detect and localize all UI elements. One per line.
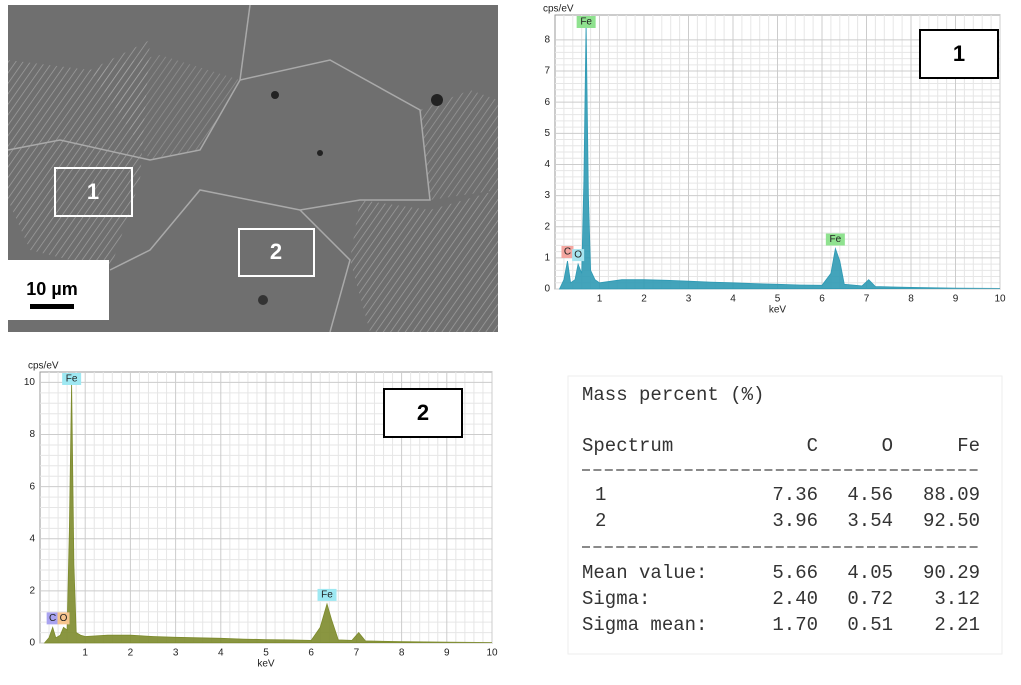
y-tick-label: 7 [544, 66, 550, 77]
peak-label: O [60, 613, 68, 624]
y-tick-label: 4 [544, 159, 550, 170]
table-cell: C [807, 435, 818, 457]
peak-label: Fe [830, 234, 842, 245]
peak-label: C [564, 247, 571, 258]
table-cell: 1 [595, 484, 606, 506]
x-tick-label: 5 [775, 294, 781, 305]
x-tick-label: 6 [819, 294, 825, 305]
table-cell: 92.50 [923, 510, 980, 532]
table-cell: Spectrum [582, 435, 673, 457]
y-tick-label: 0 [29, 638, 35, 649]
x-tick-label: 3 [686, 294, 692, 305]
table-cell: 3.54 [847, 510, 893, 532]
table-cell: 2.40 [772, 588, 818, 610]
y-tick-label: 0 [544, 284, 550, 295]
y-tick-label: 2 [29, 586, 35, 597]
x-tick-label: 9 [953, 294, 959, 305]
x-tick-label: 7 [864, 294, 870, 305]
x-tick-label: 2 [128, 648, 134, 659]
table-cell: 4.05 [847, 562, 893, 584]
table-cell: 5.66 [772, 562, 818, 584]
panel-label: 2 [417, 400, 429, 425]
y-tick-label: 8 [544, 35, 550, 46]
y-axis-label: cps/eV [543, 4, 574, 15]
x-tick-label: 5 [263, 648, 269, 659]
table-cell: 1.70 [772, 614, 818, 636]
table-title: Mass percent (%) [582, 384, 764, 406]
y-tick-label: 6 [29, 481, 35, 492]
x-tick-label: 1 [82, 648, 88, 659]
x-tick-label: 2 [641, 294, 647, 305]
x-tick-label: 10 [486, 648, 498, 659]
x-tick-label: 4 [730, 294, 736, 305]
x-axis-label: keV [257, 659, 275, 670]
table-cell: 0.72 [847, 588, 893, 610]
x-tick-label: 1 [597, 294, 603, 305]
table-cell: 2 [595, 510, 606, 532]
x-tick-label: 8 [399, 648, 405, 659]
table-cell: 4.56 [847, 484, 893, 506]
x-axis-label: keV [769, 305, 787, 316]
region-label: 1 [87, 179, 99, 204]
peak-label: O [574, 250, 582, 261]
peak-label: Fe [66, 374, 78, 385]
table-cell: Mean value: [582, 562, 707, 584]
y-tick-label: 2 [544, 221, 550, 232]
x-tick-label: 3 [173, 648, 179, 659]
y-tick-label: 3 [544, 190, 550, 201]
table-cell: Fe [957, 435, 980, 457]
x-tick-label: 4 [218, 648, 224, 659]
table-cell: 7.36 [772, 484, 818, 506]
table-cell: 88.09 [923, 484, 980, 506]
x-tick-label: 7 [354, 648, 360, 659]
table-cell: Sigma mean: [582, 614, 707, 636]
panel-label: 1 [953, 41, 965, 66]
micrograph: 1 2 10 µm [8, 5, 498, 332]
table-cell: 0.51 [847, 614, 893, 636]
y-tick-label: 8 [29, 429, 35, 440]
x-tick-label: 6 [308, 648, 314, 659]
table-cell: Sigma: [582, 588, 650, 610]
y-tick-label: 1 [544, 253, 550, 264]
x-tick-label: 9 [444, 648, 450, 659]
x-tick-label: 8 [908, 294, 914, 305]
figure: 1 2 10 µm Mass percent (%)SpectrumCOFe17… [0, 0, 1021, 680]
table-cell: O [882, 435, 893, 457]
peak-label: C [49, 613, 56, 624]
y-tick-label: 4 [29, 533, 35, 544]
peak-label: Fe [321, 590, 333, 601]
y-tick-label: 10 [24, 377, 36, 388]
y-tick-label: 5 [544, 128, 550, 139]
table-cell: 90.29 [923, 562, 980, 584]
y-axis-label: cps/eV [28, 361, 59, 372]
table-cell: 3.12 [934, 588, 980, 610]
y-tick-label: 6 [544, 97, 550, 108]
region-label: 2 [270, 239, 282, 264]
x-tick-label: 10 [994, 294, 1006, 305]
scale-bar-label: 10 µm [26, 279, 77, 299]
peak-label: Fe [580, 17, 592, 28]
table-cell: 2.21 [934, 614, 980, 636]
table-cell: 3.96 [772, 510, 818, 532]
